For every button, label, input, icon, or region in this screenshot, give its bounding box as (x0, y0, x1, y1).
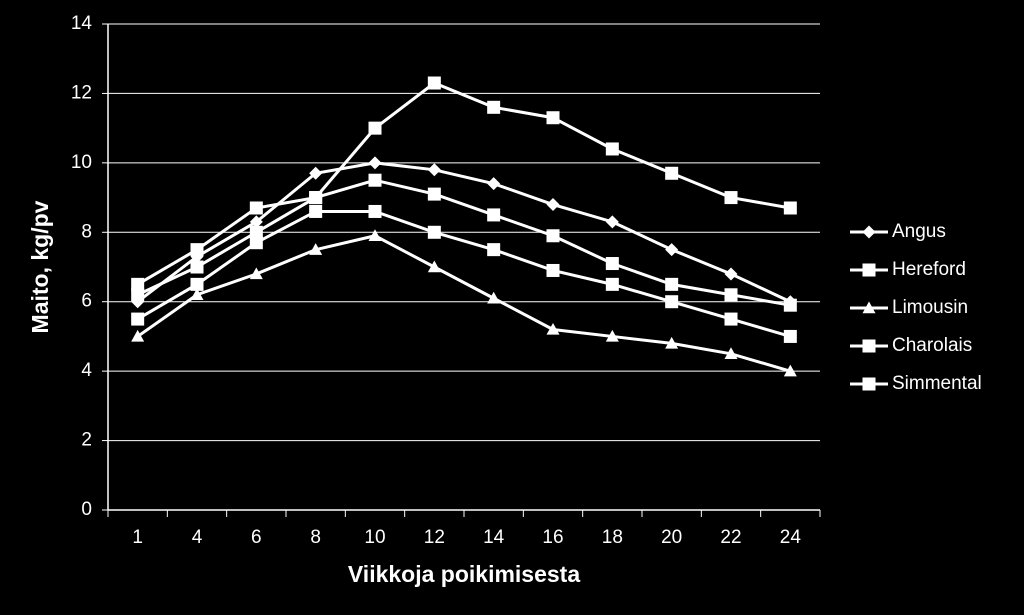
legend-label: Limousin (892, 297, 968, 318)
marker (665, 166, 679, 180)
series-line (136, 161, 791, 304)
x-tick-label: 20 (661, 527, 682, 548)
x-tick-label: 6 (251, 527, 262, 548)
x-axis-title: Viikkoja poikimisesta (348, 561, 580, 587)
marker (309, 166, 323, 180)
marker (427, 187, 441, 201)
marker (131, 277, 145, 291)
marker (862, 377, 876, 391)
series-line (136, 81, 791, 286)
marker (724, 312, 738, 326)
marker (309, 243, 323, 255)
series-line (137, 178, 791, 307)
y-tick-label: 4 (81, 360, 92, 381)
marker (665, 336, 679, 349)
marker (427, 76, 441, 90)
y-tick-label: 10 (71, 152, 92, 173)
marker (368, 156, 382, 170)
marker (487, 208, 501, 222)
marker (131, 329, 145, 342)
marker (605, 215, 619, 229)
marker (249, 267, 263, 280)
marker (427, 225, 441, 239)
marker (190, 250, 204, 264)
marker (724, 288, 738, 302)
y-tick-label: 12 (71, 82, 92, 103)
marker (368, 229, 382, 241)
marker (862, 263, 876, 277)
series-line (136, 234, 791, 373)
marker (309, 191, 323, 205)
marker (249, 215, 263, 229)
x-tick-label: 18 (602, 527, 623, 548)
legend-label: Hereford (892, 259, 966, 280)
x-tick-label: 22 (720, 527, 741, 548)
x-tick-label: 10 (364, 527, 385, 548)
marker (368, 121, 382, 135)
marker (665, 277, 679, 291)
marker (190, 277, 204, 291)
legend-label: Angus (892, 221, 946, 242)
y-tick-label: 0 (81, 499, 92, 520)
marker (249, 236, 263, 250)
marker (783, 329, 797, 343)
x-tick-label: 8 (310, 527, 321, 548)
marker (546, 263, 560, 277)
x-tick-label: 4 (192, 527, 203, 548)
marker (546, 111, 560, 125)
legend-label: Simmental (892, 373, 982, 394)
marker (546, 229, 560, 243)
marker (487, 291, 501, 304)
y-axis-title: Maito, kg/pv (27, 200, 53, 333)
marker (190, 243, 204, 257)
marker (862, 339, 876, 353)
marker (309, 204, 323, 218)
marker (665, 295, 679, 309)
marker (546, 198, 560, 212)
marker (724, 191, 738, 205)
marker (368, 204, 382, 218)
marker (783, 298, 797, 312)
marker (665, 243, 679, 257)
marker (427, 260, 441, 273)
marker (783, 201, 797, 215)
marker (605, 142, 619, 156)
legend-label: Charolais (892, 335, 972, 356)
marker (190, 288, 204, 300)
marker (427, 163, 441, 177)
series-line (136, 209, 791, 338)
marker (368, 173, 382, 187)
marker (724, 347, 738, 359)
x-tick-label: 14 (483, 527, 505, 548)
marker (487, 100, 501, 114)
marker (862, 225, 876, 239)
y-tick-label: 2 (81, 430, 92, 451)
x-tick-label: 24 (780, 527, 802, 548)
marker (783, 364, 797, 377)
y-tick-label: 6 (81, 291, 92, 312)
marker (131, 288, 145, 302)
x-tick-label: 16 (542, 527, 563, 548)
marker (190, 260, 204, 274)
x-tick-label: 1 (132, 527, 143, 548)
marker (605, 277, 619, 291)
marker (605, 257, 619, 271)
x-tick-label: 12 (424, 527, 445, 548)
marker (131, 312, 145, 326)
marker (249, 201, 263, 215)
marker (862, 301, 876, 314)
marker (487, 177, 501, 191)
marker (546, 322, 560, 335)
marker (487, 243, 501, 257)
marker (605, 329, 619, 342)
y-tick-label: 14 (71, 13, 93, 34)
marker (724, 267, 738, 281)
y-tick-label: 8 (81, 221, 92, 242)
marker (249, 225, 263, 239)
